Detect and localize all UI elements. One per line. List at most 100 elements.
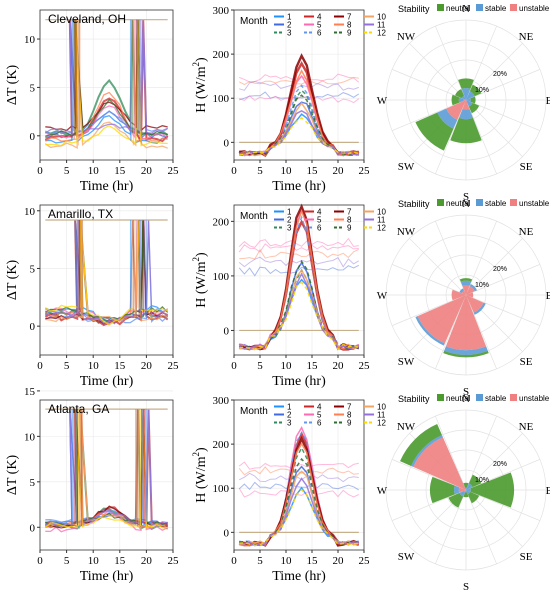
stability-legend-label: neutral [446, 4, 471, 13]
month-legend-label: 12 [377, 419, 386, 428]
y-tick-label: 0 [224, 137, 230, 149]
month-legend-label: 7 [347, 403, 352, 412]
y-tick-label: 0 [30, 321, 36, 333]
rose-wedge-stable-N [461, 87, 471, 100]
month-legend-label: 4 [317, 13, 322, 22]
rose-wedge-stable-N [460, 280, 472, 287]
plot-frame [39, 204, 174, 356]
rose-wedge-unstable-W [458, 487, 466, 493]
h-series-month-3 [239, 446, 360, 546]
y-tick-label: 10 [24, 34, 36, 46]
stability-legend-swatch-neutral [437, 394, 444, 401]
x-tick-label: 0 [231, 360, 237, 372]
h-series-month-12 [239, 116, 360, 156]
month-legend-label: 4 [317, 403, 322, 412]
rose-spoke [435, 294, 467, 370]
h-background-line [238, 466, 359, 476]
dt-series-month-9 [45, 19, 168, 138]
rose-spoke [391, 69, 467, 101]
month-legend-label: 4 [317, 208, 322, 217]
x-tick-label: 20 [333, 555, 345, 567]
rose-spoke [465, 99, 541, 131]
x-tick-label: 15 [307, 555, 319, 567]
rose-wedge-neutral-NW [400, 424, 442, 466]
x-axis-label: Time (hr) [272, 179, 326, 194]
rose-wedge-stable-S [459, 108, 473, 120]
h-background-line [238, 488, 360, 498]
x-tick-label: 25 [359, 165, 371, 177]
x-tick-label: 15 [307, 360, 319, 372]
stability-legend-label: stable [485, 199, 507, 208]
rose-wedge-unstable-W [451, 289, 466, 301]
h-background-line [239, 95, 360, 104]
dt-series-month-2 [45, 19, 168, 140]
stability-legend: Stability neutral stable unstable [398, 394, 550, 404]
y-tick-label: 200 [213, 439, 230, 451]
month-legend-title: Month [240, 211, 268, 222]
x-axis-label: Time (hr) [272, 569, 326, 584]
stability-legend-label: unstable [519, 394, 550, 403]
h-series-month-10 [239, 268, 360, 350]
x-tick-label: 0 [37, 555, 43, 567]
x-tick-label: 5 [257, 360, 263, 372]
y-tick-label: 10 [24, 206, 36, 218]
ring-label: 10% [475, 477, 489, 484]
rose-spoke [391, 264, 467, 296]
stability-legend-label: unstable [519, 199, 550, 208]
stability-legend-label: stable [485, 4, 507, 13]
stability-legend-swatch-stable [476, 4, 483, 11]
ring-label: 20% [493, 266, 507, 273]
x-tick-label: 20 [141, 555, 153, 567]
rose-wedge-stable-W [458, 97, 464, 103]
rose-wedge-neutral-W [429, 476, 455, 504]
month-legend-label: 11 [377, 216, 386, 225]
h-background-line [239, 91, 360, 101]
compass-label-W: W [377, 485, 388, 497]
month-legend-title: Month [240, 406, 268, 417]
compass-label-NE: NE [519, 31, 534, 43]
month-legend-label: 6 [317, 224, 322, 233]
plot-frame [233, 204, 365, 356]
month-legend-label: 9 [347, 224, 352, 233]
month-legend-label: 7 [347, 13, 352, 22]
compass-label-SW: SW [398, 356, 415, 368]
rose-wedge-stable-SW [459, 490, 466, 497]
month-legend-label: 2 [287, 21, 292, 30]
x-tick-label: 20 [333, 360, 345, 372]
x-tick-label: 10 [281, 360, 293, 372]
rose-wedge-neutral-E [470, 96, 476, 104]
month-legend-label: 8 [347, 21, 352, 30]
month-legend-label: 10 [377, 403, 386, 412]
h-background-line [239, 248, 360, 260]
rose-wedge-neutral-SW [415, 112, 454, 151]
city-label: Amarillo, TX [48, 207, 113, 221]
h-background-line [238, 472, 359, 483]
rose-wedge-unstable-NE [466, 286, 475, 295]
month-legend-label: 9 [347, 419, 352, 428]
rose-wedge-neutral-NE [468, 474, 482, 488]
month-legend-label: 8 [347, 411, 352, 420]
rose-wedge-stable-S [444, 346, 488, 356]
month-legend-label: 1 [287, 403, 292, 412]
rose-wedge-unstable-N [462, 285, 470, 295]
x-tick-label: 15 [114, 555, 126, 567]
y-tick-label: 0 [224, 527, 230, 539]
month-legend-label: 5 [317, 21, 322, 30]
y-tick-label: 300 [213, 395, 230, 407]
h-series-month-6 [238, 214, 360, 350]
month-legend-label: 12 [377, 29, 386, 38]
x-tick-label: 0 [37, 165, 43, 177]
rose-panel-2: Stability neutral stable unstable 10% 20% N NE E… [377, 393, 550, 592]
rose-wedge-neutral-SE [468, 102, 480, 114]
x-axis-label: Time (hr) [80, 179, 134, 194]
stability-legend-swatch-unstable [510, 4, 517, 11]
compass-label-SE: SE [520, 356, 533, 368]
rose-wedge-unstable-SW [446, 100, 466, 120]
rose-wedge-unstable-NW [461, 290, 466, 295]
stability-legend-title: Stability [398, 4, 430, 14]
stability-legend-swatch-neutral [437, 199, 444, 206]
month-legend-label: 5 [317, 411, 322, 420]
h-series-month-11 [239, 109, 359, 156]
rose-wedge-stable-W [454, 485, 460, 495]
